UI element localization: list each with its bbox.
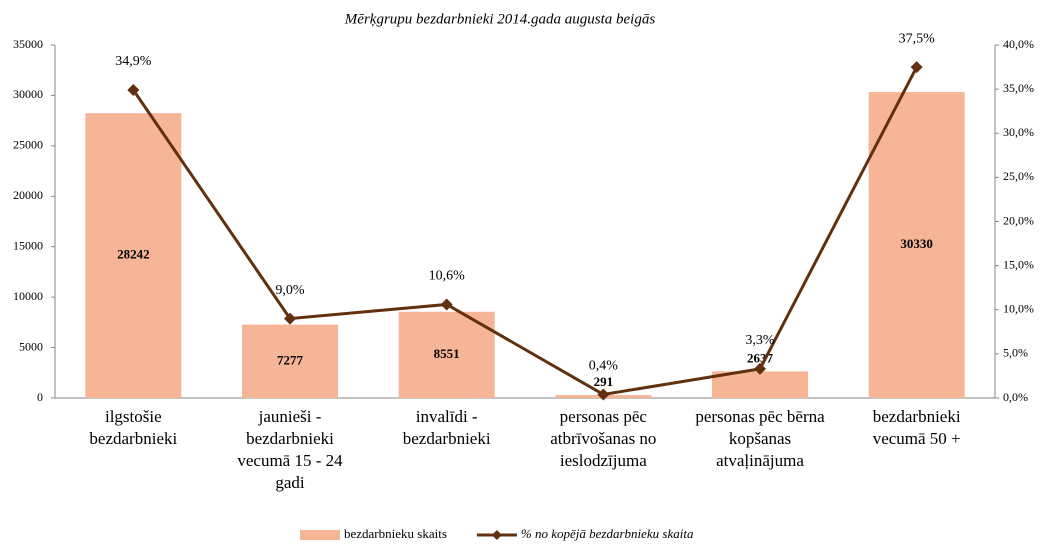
x-tick-label: personas pēc atbrīvošanas no ieslodzījuma: [550, 407, 656, 470]
x-tick-label: bezdarbnieki vecumā 50 +: [873, 407, 961, 448]
line-marker: [910, 61, 923, 74]
y-tick-label: 5000: [19, 339, 43, 353]
y-tick-label: 0: [37, 390, 43, 404]
y2-tick-label: 15,0%: [1003, 257, 1034, 271]
line: [132, 66, 918, 397]
chart-title: Mērķgrupu bezdarbnieki 2014.gada augusta…: [344, 11, 656, 27]
line-marker: [440, 298, 453, 311]
legend-swatch: [491, 530, 502, 540]
line-marker: [754, 362, 766, 375]
line-value-label: 37,5%: [899, 31, 936, 46]
line-value-label: 34,9%: [115, 54, 152, 69]
legend-swatch: [300, 530, 340, 540]
bar: [85, 113, 182, 399]
y2-tick-label: 30,0%: [1003, 125, 1034, 139]
y2-tick-label: 35,0%: [1003, 81, 1034, 95]
y-tick-label: 35000: [13, 37, 43, 51]
bar: [868, 92, 965, 399]
x-tick-label: ilgstošie bezdarbnieki: [89, 407, 177, 448]
line-value-label: 10,6%: [429, 269, 466, 284]
y2-tick-label: 40,0%: [1003, 37, 1034, 51]
y2-tick-label: 5,0%: [1003, 346, 1028, 360]
x-tick-label: invalīdi -bezdarbnieki: [403, 407, 491, 448]
bar: [242, 324, 338, 398]
bar: [712, 371, 808, 398]
y-tick-label: 30000: [13, 87, 43, 101]
y2-tick-label: 20,0%: [1003, 213, 1034, 227]
line-marker: [127, 84, 140, 97]
bar-value-label: 7277: [277, 352, 304, 367]
y-tick-label: 10000: [13, 289, 43, 303]
line-value-label: 9,0%: [275, 283, 305, 298]
y-tick-label: 25000: [13, 138, 43, 152]
line-value-label: 3,3%: [745, 333, 775, 348]
line-marker: [597, 388, 610, 401]
legend-label: % no kopējā bezdarbnieku skaita: [521, 526, 694, 541]
line-value-label: 0,4%: [589, 359, 619, 374]
x-tick-label: personas pēc bērna kopšanas atvaļinājuma: [695, 407, 825, 470]
y2-tick-label: 0,0%: [1003, 390, 1028, 404]
bar-value-label: 30330: [900, 236, 933, 251]
x-tick-label: jaunieši -bezdarbnieki vecumā 15 - 24 gadi: [237, 407, 343, 492]
line-marker: [284, 312, 296, 325]
legend-label: bezdarbnieku skaits: [344, 526, 447, 541]
y2-tick-label: 10,0%: [1003, 302, 1034, 316]
y2-tick-label: 25,0%: [1003, 169, 1034, 183]
bar-value-label: 28242: [117, 247, 150, 262]
bar-value-label: 291: [594, 374, 614, 389]
y-tick-label: 15000: [13, 238, 43, 252]
bar-value-label: 8551: [434, 346, 460, 361]
y-tick-label: 20000: [13, 188, 43, 202]
bar: [398, 311, 495, 398]
